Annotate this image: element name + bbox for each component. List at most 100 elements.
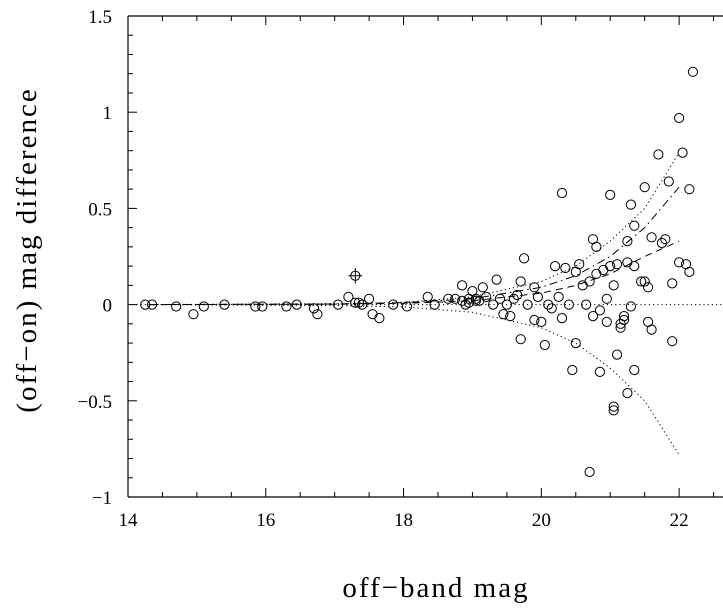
- data-point: [587, 311, 599, 322]
- data-point: [601, 316, 612, 327]
- data-point: [625, 301, 637, 312]
- data-point: [594, 366, 606, 377]
- data-point: [491, 274, 502, 285]
- x-tick-label: 20: [532, 510, 551, 531]
- data-point: [591, 241, 602, 252]
- data-point: [539, 339, 550, 351]
- data-point: [639, 276, 650, 287]
- axis-ticks: 14 16 18 20 22 −1 −0.5 0 0.5 1 1.5: [78, 7, 715, 531]
- data-point: [333, 299, 344, 310]
- model-curves: [128, 152, 723, 455]
- data-point: [643, 282, 654, 293]
- data-point: [546, 303, 557, 314]
- data-points: [140, 66, 699, 478]
- data-point: [140, 299, 151, 310]
- data-point: [171, 301, 182, 312]
- y-tick-label: −1: [92, 488, 112, 509]
- model-curve-dash-dot: [148, 186, 680, 306]
- y-tick-label: 1: [103, 103, 113, 124]
- data-point: [687, 66, 699, 77]
- data-point: [443, 293, 454, 304]
- data-point: [639, 182, 650, 193]
- data-point: [656, 237, 668, 249]
- data-point: [543, 299, 554, 310]
- data-point: [605, 189, 616, 200]
- x-axis-title: off−band mag: [342, 572, 529, 604]
- data-point: [594, 305, 606, 316]
- data-point: [560, 262, 571, 274]
- data-point: [608, 405, 619, 416]
- y-tick-label: −0.5: [78, 392, 112, 413]
- model-curve-dotted: [148, 152, 680, 306]
- data-point: [581, 299, 592, 310]
- data-point: [350, 297, 361, 308]
- data-point: [577, 280, 588, 291]
- data-point: [563, 299, 575, 310]
- x-tick-label: 16: [256, 510, 275, 531]
- data-point: [574, 259, 585, 270]
- data-point: [488, 299, 499, 310]
- data-point: [629, 364, 640, 376]
- plot-frame: [127, 15, 723, 498]
- data-point: [646, 324, 657, 335]
- data-point: [622, 388, 633, 399]
- data-point: [684, 184, 695, 195]
- data-point: [457, 280, 468, 291]
- data-point: [219, 299, 230, 310]
- data-point: [505, 311, 516, 322]
- data-point: [660, 234, 671, 245]
- data-point: [591, 268, 602, 279]
- data-point: [481, 291, 492, 302]
- x-tick-label: 14: [119, 510, 139, 531]
- y-axis-title: (off−on) mag difference: [11, 87, 43, 412]
- data-point: [498, 309, 509, 320]
- data-point: [618, 311, 630, 322]
- data-point: [667, 336, 678, 347]
- data-point: [674, 112, 685, 124]
- data-point: [556, 313, 568, 324]
- data-point: [308, 303, 320, 314]
- data-point: [612, 349, 623, 360]
- data-point: [450, 293, 461, 304]
- data-point: [618, 314, 630, 326]
- data-point: [674, 257, 685, 268]
- data-point: [667, 278, 678, 289]
- data-point: [188, 309, 199, 320]
- y-tick-label: 0: [103, 296, 113, 317]
- data-point: [470, 293, 481, 304]
- data-point: [357, 299, 368, 310]
- data-point: [653, 149, 664, 160]
- data-point: [512, 289, 523, 301]
- data-point: [250, 301, 261, 312]
- data-point: [312, 309, 323, 320]
- data-point: [663, 176, 674, 187]
- data-point: [422, 291, 433, 302]
- y-tick-label: 0.5: [88, 199, 112, 220]
- data-point: [556, 187, 568, 199]
- data-point: [198, 301, 209, 312]
- y-tick-label: 1.5: [88, 7, 112, 28]
- data-point: [494, 293, 506, 304]
- data-point: [536, 316, 547, 327]
- data-point: [570, 338, 581, 349]
- data-point: [519, 253, 530, 264]
- data-point: [529, 314, 540, 326]
- data-point: [147, 299, 158, 310]
- data-point: [605, 261, 616, 272]
- data-point: [636, 276, 647, 287]
- data-point: [608, 401, 619, 412]
- data-point: [388, 299, 399, 310]
- data-point: [612, 259, 623, 270]
- x-tick-label: 22: [670, 510, 689, 531]
- data-point: [364, 293, 375, 304]
- data-point: [584, 466, 595, 478]
- highlighted-point: [348, 268, 363, 284]
- data-point: [257, 301, 268, 312]
- data-point: [429, 299, 440, 310]
- model-curve-dotted: [148, 304, 680, 455]
- data-point: [501, 299, 512, 310]
- data-point: [401, 301, 413, 312]
- data-point: [457, 295, 468, 306]
